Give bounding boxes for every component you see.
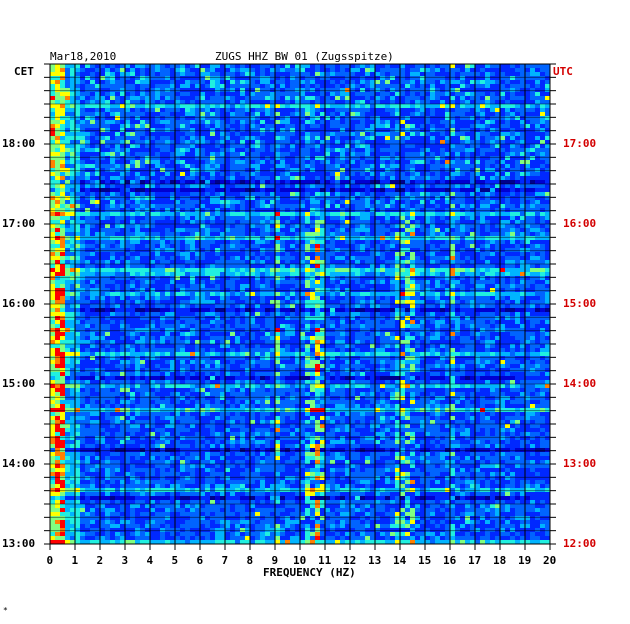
x-tick-label: 19	[518, 554, 532, 567]
x-tick-label: 1	[71, 554, 79, 567]
x-tick-label: 16	[443, 554, 457, 567]
x-tick-label: 8	[246, 554, 254, 567]
x-tick-label: 3	[121, 554, 129, 567]
x-tick-label: 11	[318, 554, 332, 567]
x-tick-label: 2	[96, 554, 104, 567]
utc-tick-label: 14:00	[563, 377, 597, 390]
utc-tick-label: 17:00	[563, 137, 597, 150]
x-tick-label: 0	[46, 554, 54, 567]
utc-tick-label: 12:00	[563, 537, 597, 550]
footnote-mark: *	[3, 606, 8, 615]
cet-tick-label: 13:00	[2, 537, 36, 550]
cet-tick-label: 16:00	[2, 297, 36, 310]
grid-lines	[49, 63, 551, 545]
utc-tick-label: 15:00	[563, 297, 597, 310]
x-axis-label: FREQUENCY (HZ)	[263, 566, 356, 579]
cet-tick-label: 18:00	[2, 137, 36, 150]
x-tick-label: 13	[368, 554, 382, 567]
x-tick-label: 20	[543, 554, 557, 567]
utc-tick-label: 13:00	[563, 457, 597, 470]
x-tick-label: 12	[343, 554, 357, 567]
left-axis-label: CET	[14, 65, 34, 78]
x-tick-label: 9	[271, 554, 279, 567]
cet-tick-label: 17:00	[2, 217, 36, 230]
x-tick-label: 4	[146, 554, 154, 567]
x-tick-label: 7	[221, 554, 229, 567]
x-tick-label: 6	[196, 554, 204, 567]
spectrogram-heatmap	[50, 64, 550, 544]
x-tick-label: 17	[468, 554, 482, 567]
utc-tick-label: 16:00	[563, 217, 597, 230]
x-tick-label: 15	[418, 554, 432, 567]
cet-tick-label: 15:00	[2, 377, 36, 390]
x-tick-label: 5	[171, 554, 179, 567]
chart-date: Mar18,2010	[50, 50, 117, 63]
x-tick-label: 18	[493, 554, 507, 567]
cet-tick-label: 14:00	[2, 457, 36, 470]
axis-ticks	[44, 63, 556, 550]
right-axis-label: UTC	[553, 65, 573, 78]
x-tick-label: 10	[293, 554, 307, 567]
x-tick-label: 14	[393, 554, 407, 567]
chart-title: ZUGS HHZ BW 01 (Zugsspitze)	[215, 50, 394, 63]
